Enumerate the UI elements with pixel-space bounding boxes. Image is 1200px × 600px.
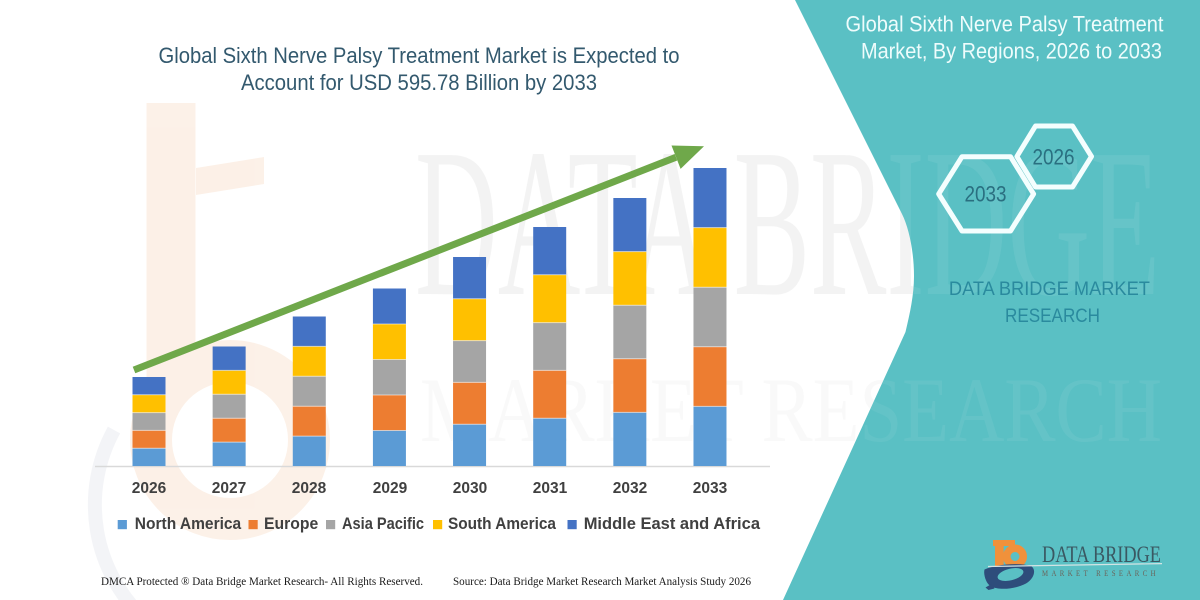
svg-text:2026: 2026 (1033, 145, 1075, 170)
svg-text:South America: South America (448, 515, 557, 533)
svg-text:Market, By Regions, 2026 to 20: Market, By Regions, 2026 to 2033 (861, 39, 1162, 64)
svg-text:Europe: Europe (264, 515, 318, 533)
svg-text:2032: 2032 (613, 480, 648, 497)
svg-text:Global Sixth Nerve Palsy Treat: Global Sixth Nerve Palsy Treatment (846, 12, 1165, 37)
svg-text:2028: 2028 (292, 480, 327, 497)
svg-text:2030: 2030 (453, 480, 488, 497)
svg-text:DATA BRIDGE: DATA BRIDGE (1042, 542, 1161, 567)
svg-text:DATA BRIDGE MARKET: DATA BRIDGE MARKET (949, 278, 1150, 300)
svg-text:2029: 2029 (373, 480, 408, 497)
svg-text:DMCA Protected ® Data Bridge M: DMCA Protected ® Data Bridge Market Rese… (101, 574, 423, 588)
svg-text:2027: 2027 (212, 480, 247, 497)
svg-text:2026: 2026 (132, 480, 167, 497)
svg-text:2033: 2033 (965, 182, 1007, 207)
svg-text:Asia Pacific: Asia Pacific (342, 515, 424, 533)
svg-text:Source: Data Bridge Market Res: Source: Data Bridge Market Research Mark… (453, 574, 751, 588)
svg-text:2033: 2033 (693, 480, 728, 497)
svg-text:North America: North America (135, 515, 242, 533)
svg-text:Middle East and Africa: Middle East and Africa (584, 515, 761, 533)
svg-text:Global Sixth Nerve Palsy Treat: Global Sixth Nerve Palsy Treatment Marke… (159, 43, 680, 68)
svg-text:2031: 2031 (533, 480, 568, 497)
svg-text:Account for USD 595.78 Billion: Account for USD 595.78 Billion by 2033 (241, 70, 597, 95)
svg-text:RESEARCH: RESEARCH (1005, 305, 1100, 327)
svg-text:MARKET RESEARCH: MARKET RESEARCH (1042, 569, 1159, 578)
